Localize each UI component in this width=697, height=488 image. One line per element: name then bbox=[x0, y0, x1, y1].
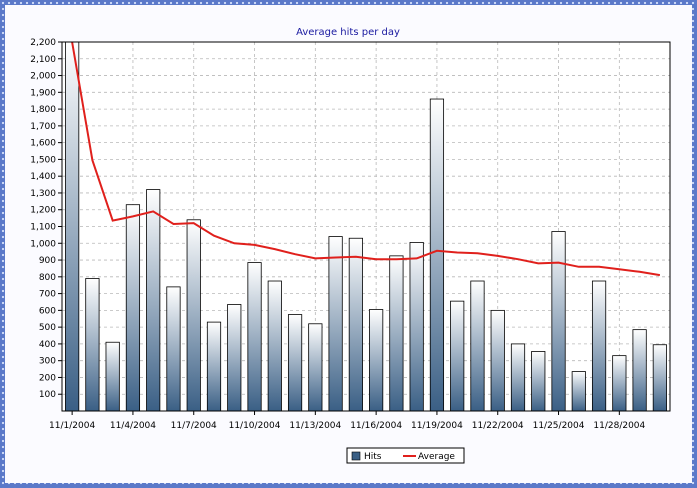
x-tick-label: 11/4/2004 bbox=[110, 421, 156, 431]
bar-hits bbox=[531, 351, 546, 412]
y-tick-label: 300 bbox=[39, 357, 56, 367]
y-tick-label: 500 bbox=[39, 323, 56, 333]
bar-hits bbox=[450, 300, 465, 412]
bar-hits bbox=[105, 341, 120, 412]
y-tick-label: 1,100 bbox=[30, 223, 56, 233]
line-average bbox=[71, 41, 661, 277]
bar-hits bbox=[571, 371, 586, 412]
y-tick-label: 100 bbox=[39, 390, 56, 400]
x-tick-label: 11/1/2004 bbox=[49, 421, 95, 431]
bar-hits bbox=[125, 204, 141, 412]
y-tick-label: 1,600 bbox=[30, 139, 56, 149]
x-tick-label: 11/28/2004 bbox=[593, 421, 645, 431]
legend: Hits Average bbox=[346, 447, 465, 464]
bar-hits bbox=[510, 343, 526, 412]
bar-hits bbox=[247, 262, 262, 412]
y-tick-label: 1,700 bbox=[30, 122, 56, 132]
bar-hits bbox=[65, 41, 80, 412]
x-tick-label: 11/10/2004 bbox=[229, 421, 281, 431]
bar-hits bbox=[146, 189, 161, 412]
y-tick-label: 700 bbox=[39, 290, 56, 300]
bar-hits bbox=[389, 255, 404, 412]
bar-hits bbox=[166, 286, 181, 412]
y-tick-label: 1,400 bbox=[30, 172, 56, 182]
y-tick-label: 1,000 bbox=[30, 239, 56, 249]
bar-hits bbox=[369, 309, 384, 412]
x-tick-label: 11/13/2004 bbox=[289, 421, 341, 431]
bar-hits bbox=[612, 355, 627, 412]
bar-hits bbox=[186, 219, 201, 412]
bar-hits bbox=[206, 321, 222, 412]
legend-label-hits: Hits bbox=[364, 452, 382, 462]
bar-hits bbox=[551, 231, 566, 412]
x-tick-label: 11/7/2004 bbox=[171, 421, 217, 431]
bar-hits bbox=[85, 278, 100, 412]
bar-hits bbox=[227, 304, 242, 412]
y-tick-label: 2,000 bbox=[30, 72, 56, 82]
x-tick-label: 11/22/2004 bbox=[472, 421, 524, 431]
y-tick-label: 2,200 bbox=[30, 38, 56, 48]
bar-hits bbox=[409, 242, 424, 412]
x-tick-label: 11/19/2004 bbox=[411, 421, 463, 431]
bar-hits bbox=[308, 323, 323, 412]
y-tick-label: 1,900 bbox=[30, 88, 56, 98]
y-tick-label: 200 bbox=[39, 373, 56, 383]
bar-hits bbox=[490, 309, 505, 412]
chart-title: Average hits per day bbox=[296, 27, 400, 38]
y-tick-label: 1,200 bbox=[30, 206, 56, 216]
bar-hits bbox=[328, 236, 343, 412]
legend-swatch-hits bbox=[351, 451, 361, 461]
bar-hits bbox=[267, 280, 282, 412]
y-tick-label: 900 bbox=[39, 256, 56, 266]
bar-series-hits bbox=[65, 41, 667, 412]
y-tick-label: 1,800 bbox=[30, 105, 56, 115]
plot-border bbox=[61, 41, 671, 412]
bar-hits bbox=[652, 344, 667, 412]
bar-hits bbox=[287, 314, 303, 412]
bar-hits bbox=[632, 329, 647, 412]
x-tick-label: 11/16/2004 bbox=[350, 421, 402, 431]
line-series-average bbox=[71, 41, 661, 277]
y-tick-label: 400 bbox=[39, 340, 56, 350]
bar-hits bbox=[348, 237, 363, 412]
bar-hits bbox=[470, 280, 485, 412]
legend-label-average: Average bbox=[418, 452, 455, 462]
x-tick-label: 11/25/2004 bbox=[533, 421, 585, 431]
y-tick-label: 800 bbox=[39, 273, 56, 283]
y-tick-label: 1,500 bbox=[30, 155, 56, 165]
axes: 100 200 300 400 500 600 700 800 900 1,000 1,100 1,2… bbox=[30, 38, 671, 431]
y-tick-label: 1,300 bbox=[30, 189, 56, 199]
y-tick-label: 600 bbox=[39, 306, 56, 316]
y-tick-label: 2,100 bbox=[30, 55, 56, 65]
bar-hits bbox=[429, 98, 445, 412]
bar-hits bbox=[591, 280, 607, 412]
